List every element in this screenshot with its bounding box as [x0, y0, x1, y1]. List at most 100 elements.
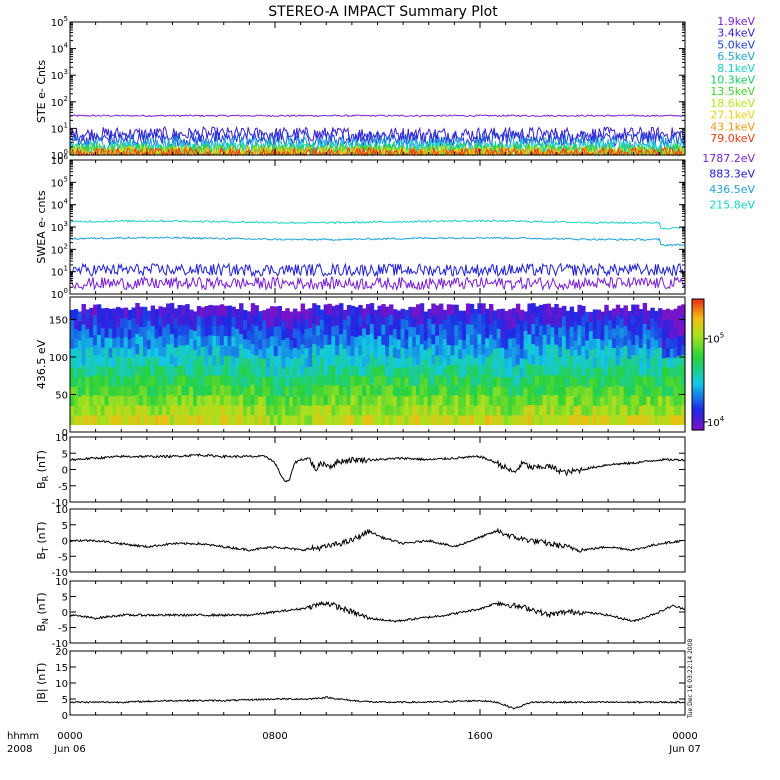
heatmap-cell [312, 363, 317, 375]
heatmap-cell [489, 364, 494, 375]
heatmap-cell [677, 315, 682, 327]
heatmap-cell [492, 377, 498, 388]
heatmap-cell [431, 313, 436, 325]
heatmap-cell [550, 414, 555, 426]
heatmap-cell [281, 415, 286, 426]
heatmap-cell [308, 327, 313, 338]
heatmap-cell [146, 367, 152, 378]
heatmap-cell [500, 385, 505, 397]
heatmap-cell [239, 343, 244, 355]
heatmap-cell [81, 394, 86, 405]
heatmap-cell [658, 337, 663, 348]
heatmap-cell [631, 314, 636, 326]
y-tick-label: 100 [51, 148, 68, 162]
heatmap-cell [550, 336, 555, 347]
heatmap-cell [300, 323, 305, 335]
heatmap-cell [596, 376, 601, 387]
heatmap-cell [289, 330, 294, 341]
heatmap-cell [319, 319, 325, 330]
heatmap-cell [339, 363, 344, 375]
heatmap-cell [512, 366, 517, 377]
heatmap-cell [146, 358, 152, 369]
heatmap-cell [569, 326, 575, 337]
heatmap-cell [169, 414, 175, 426]
heatmap-cell [135, 303, 140, 314]
heatmap-cell [285, 337, 290, 348]
heatmap-cell [519, 348, 525, 359]
heatmap-cell [531, 373, 536, 385]
heatmap-cell [366, 414, 371, 426]
heatmap-cell [193, 358, 198, 369]
heatmap-cell [500, 395, 505, 406]
heatmap-cell [404, 386, 409, 397]
heatmap-cell [296, 377, 302, 388]
heatmap-cell [123, 307, 129, 318]
heatmap-cell [342, 415, 348, 426]
heatmap-cell [339, 404, 344, 415]
heatmap-cell [604, 324, 609, 336]
heatmap-cell [73, 318, 79, 329]
heatmap-cell [462, 396, 467, 407]
heatmap-cell [362, 395, 367, 406]
heatmap-cell [308, 414, 313, 426]
heatmap-cell [250, 374, 256, 385]
heatmap-cell [377, 384, 382, 396]
time-tick-label: 0000 [57, 731, 82, 742]
heatmap-cell [408, 326, 413, 337]
heatmap-cell [681, 354, 686, 365]
heatmap-cell [573, 396, 578, 407]
heatmap-cell [542, 404, 548, 416]
heatmap-cell [312, 414, 317, 426]
heatmap-cell [454, 334, 459, 346]
heatmap-cell [354, 326, 359, 338]
heatmap-cell [70, 309, 75, 321]
heatmap-cell [558, 375, 563, 387]
heatmap-cell [677, 365, 682, 376]
heatmap-cell [89, 307, 94, 319]
heatmap-cell [185, 304, 190, 315]
y-tick-label: 50 [55, 391, 68, 402]
heatmap-cell [104, 327, 109, 338]
heatmap-cell [658, 395, 663, 406]
heatmap-cell [377, 345, 382, 356]
heatmap-cell [389, 414, 394, 426]
heatmap-cell [419, 414, 425, 426]
heatmap-cell [139, 385, 144, 396]
heatmap-cell [665, 414, 671, 426]
heatmap-cell [312, 303, 317, 314]
heatmap-cell [412, 365, 417, 377]
heatmap-cell [504, 386, 509, 397]
heatmap-cell [281, 339, 286, 350]
heatmap-cell [446, 304, 452, 315]
heatmap-cell [181, 315, 186, 326]
heatmap-cell [316, 364, 321, 376]
heatmap-cell [381, 374, 386, 385]
heatmap-cell [327, 394, 332, 405]
heatmap-cell [415, 404, 421, 416]
heatmap-cell [485, 308, 490, 319]
heatmap-cell [316, 344, 321, 356]
heatmap-cell [431, 404, 436, 415]
heatmap-cell [646, 339, 651, 350]
heatmap-cell [531, 333, 536, 345]
heatmap-cell [143, 316, 148, 327]
heatmap-cell [316, 305, 321, 316]
heatmap-cell [104, 405, 109, 416]
heatmap-cell [508, 395, 513, 406]
heatmap-cell [70, 376, 75, 387]
time-axis-label-bottom: 2008 [7, 744, 32, 755]
heatmap-cell [415, 384, 421, 395]
heatmap-cell [435, 414, 440, 426]
heatmap-cell [673, 318, 678, 329]
heatmap-cell [454, 304, 459, 316]
heatmap-cell [454, 354, 459, 366]
heatmap-cell [435, 325, 440, 336]
heatmap-cell [389, 374, 394, 386]
heatmap-cell [327, 334, 332, 345]
heatmap-cell [73, 366, 79, 377]
heatmap-cell [600, 321, 605, 331]
heatmap-cell [615, 314, 621, 326]
heatmap-cell [442, 357, 448, 368]
heatmap-cell [116, 385, 121, 396]
heatmap-cell [73, 386, 79, 397]
